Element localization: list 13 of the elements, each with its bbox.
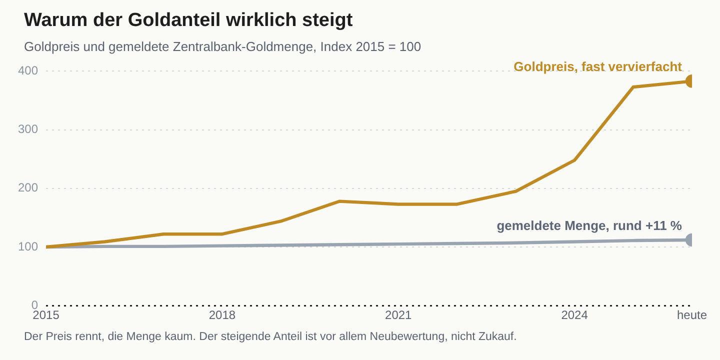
y-tick-label: 200 — [18, 180, 38, 195]
x-tick-label: 2024 — [561, 308, 588, 322]
x-tick-label: 2018 — [208, 308, 236, 322]
series-label: Goldpreis, fast vervierfacht — [514, 59, 683, 74]
chart-title: Warum der Goldanteil wirklich steigt — [24, 10, 353, 32]
series-label: gemeldete Menge, rund +11 % — [496, 218, 682, 234]
x-tick-label: 2021 — [385, 308, 412, 322]
y-tick-label: 300 — [18, 122, 38, 136]
text: Der Preis rennt, die Menge kaum. Der steigende Anteil ist vor allem Neubewertung, nicht Zukauf. — [24, 331, 517, 343]
chart-subtitle: Goldpreis und gemeldete Zentralbank-Goldmenge, Index 2015 = 100 — [24, 39, 422, 54]
y-tick-label: 100 — [18, 239, 38, 254]
x-tick-label: heute — [676, 308, 708, 322]
y-tick-label: 400 — [18, 64, 38, 78]
